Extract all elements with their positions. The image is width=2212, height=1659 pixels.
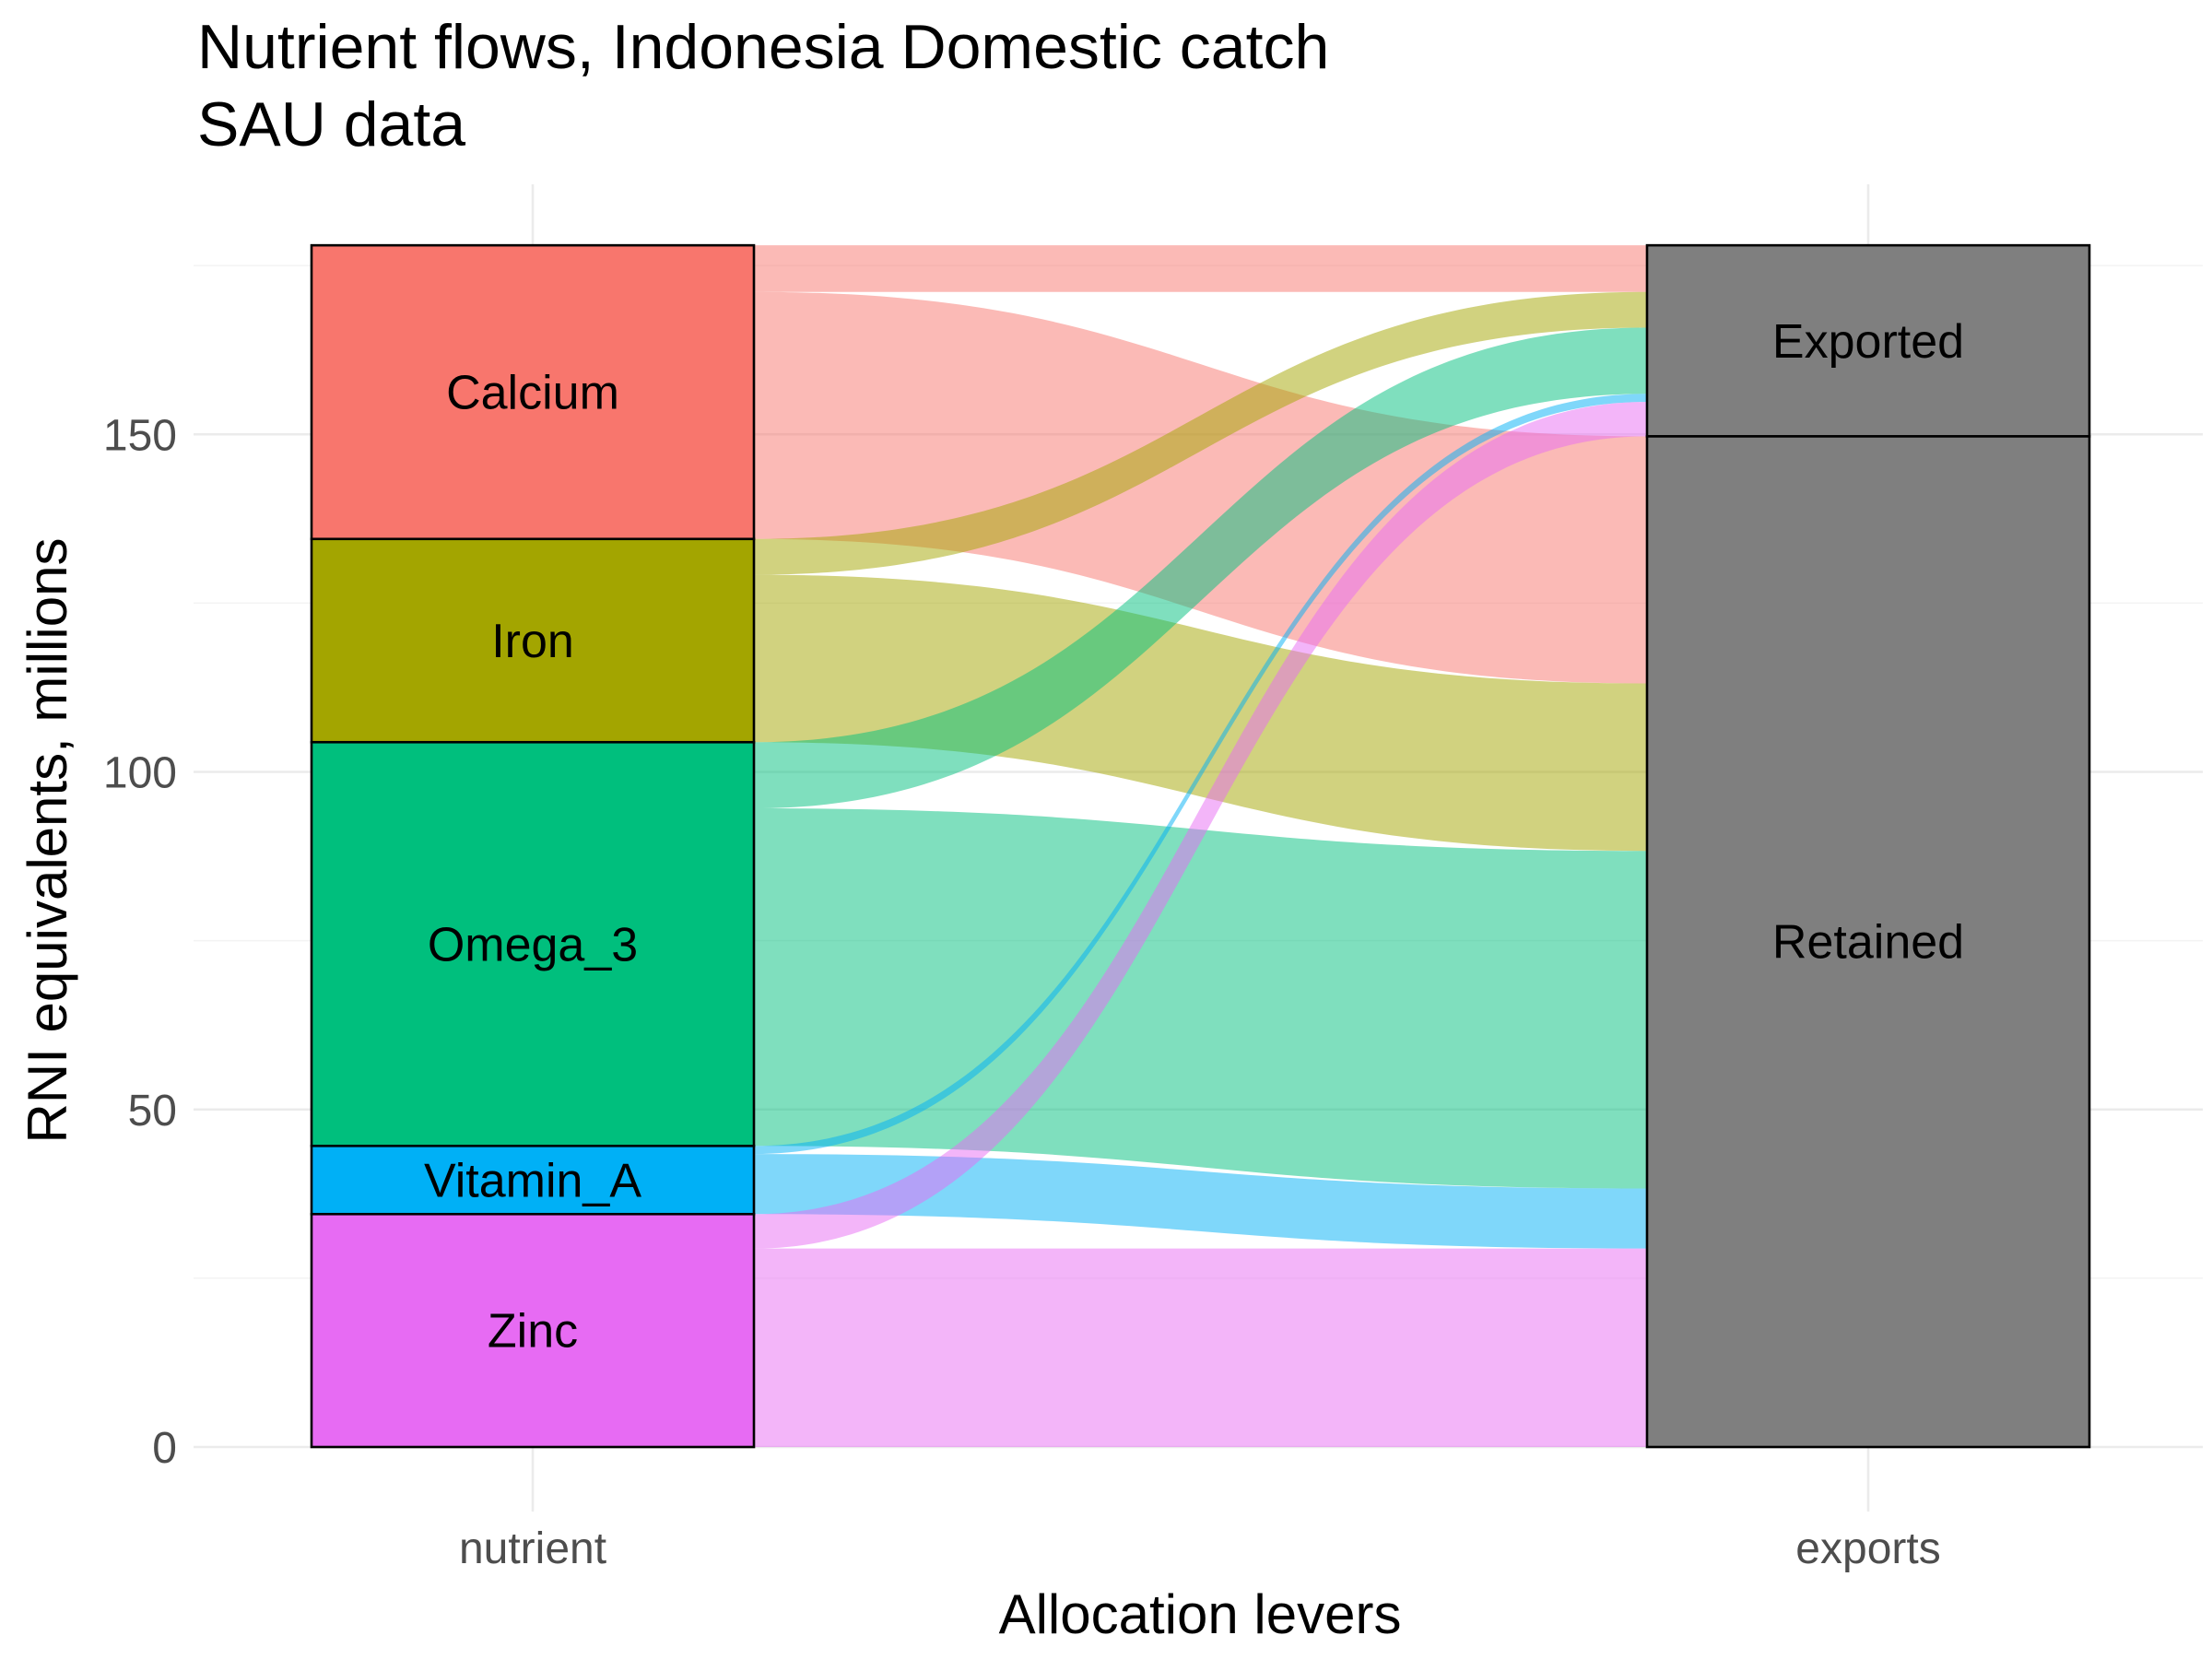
stratum-zinc	[310, 1212, 756, 1449]
stratum-vitamin-a	[310, 1145, 756, 1216]
x-axis-tick-labels: nutrient exports	[459, 1524, 1941, 1573]
stratum-retained	[1645, 435, 2091, 1449]
y-tick-label: 150	[103, 411, 177, 460]
flow-calcium-retained	[754, 291, 1647, 684]
flow-omega-3-retained	[754, 808, 1647, 1189]
stratum-label-retained: Retained	[1772, 916, 1964, 970]
flow-calcium-exported	[754, 245, 1647, 292]
flow-vitamin-a-exported	[754, 394, 1647, 1155]
stratum-calcium	[310, 243, 756, 541]
y-tick-label: 100	[103, 749, 177, 798]
stratum-label-zinc: Zinc	[488, 1305, 578, 1359]
y-axis-tick-labels: 0 50 100 150	[103, 411, 177, 1473]
chart-subtitle: SAU data	[197, 89, 465, 159]
strata-boxes	[310, 243, 2091, 1449]
x-axis-title: Allocation levers	[999, 1583, 1402, 1645]
strata-labels: Calcium Iron Omega_3 Vitamin_A Zinc Exported R…	[424, 315, 1964, 1359]
y-axis-title: RNI equivalents, millions	[17, 538, 78, 1144]
y-tick-label: 0	[152, 1424, 177, 1473]
flow-zinc-retained	[754, 1248, 1647, 1447]
x-tick-label-nutrient: nutrient	[459, 1524, 606, 1573]
x-tick-label-exports: exports	[1795, 1524, 1940, 1573]
flow-iron-retained	[754, 574, 1647, 852]
stratum-label-vitamin-a: Vitamin_A	[424, 1154, 641, 1207]
stratum-omega-3	[310, 740, 756, 1147]
flow-vitamin-a-retained	[754, 1154, 1647, 1249]
stratum-label-calcium: Calcium	[446, 366, 619, 419]
y-tick-label: 50	[128, 1087, 177, 1135]
stratum-label-omega-3: Omega_3	[428, 918, 638, 971]
stratum-label-iron: Iron	[491, 615, 574, 668]
flow-omega-3-exported	[754, 327, 1647, 809]
chart-title: Nutrient flows, Indonesia Domestic catch	[197, 12, 1329, 82]
flow-iron-exported	[754, 291, 1647, 575]
flow-ribbons	[754, 245, 1647, 1447]
flow-zinc-exported	[754, 402, 1647, 1249]
stratum-label-exported: Exported	[1772, 315, 1964, 369]
stratum-exported	[1645, 243, 2091, 438]
